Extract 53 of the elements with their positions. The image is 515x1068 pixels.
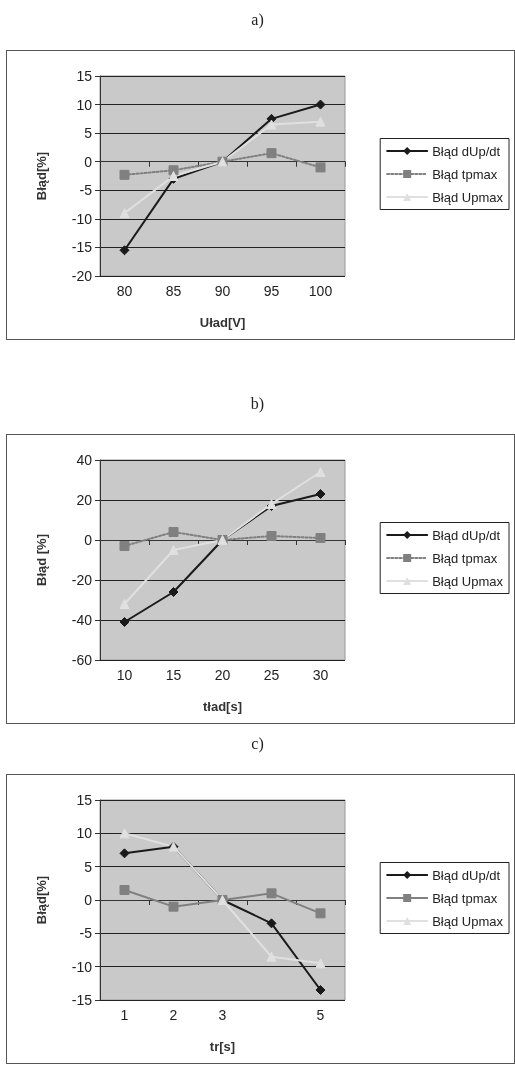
chart-title: a) [251,10,264,29]
y-tick-label: 40 [76,452,93,468]
legend-label: Błąd Upmax [432,913,504,929]
y-tick-label: 20 [76,492,93,508]
y-axis-title: Błąd[%] [34,875,49,925]
x-tick-label: 30 [312,667,329,683]
x-tick-label: 95 [263,283,280,299]
y-tick-label: -5 [79,925,93,942]
y-tick-label: 5 [84,125,93,142]
x-tick-label: 10 [116,667,133,683]
x-tick-label: 15 [165,667,182,683]
y-tick-label: -15 [71,992,93,1008]
x-tick-label: 5 [316,1007,325,1023]
x-tick-label: 80 [116,283,133,299]
x-tick-label: 100 [308,283,333,299]
y-tick-label: 10 [76,825,93,842]
y-tick-label: -40 [71,612,93,628]
x-tick-label: 90 [214,283,231,299]
legend-label: Błąd dUp/dt [432,867,501,883]
legend-label: Błąd Upmax [432,189,504,205]
y-tick-label: -60 [71,652,93,668]
y-tick-label: 0 [84,532,93,548]
y-tick-label: -5 [79,182,93,199]
x-tick-label: 85 [165,283,182,299]
y-tick-label: 15 [76,68,93,84]
legend-label: Błąd dUp/dt [432,143,501,159]
x-axis-title: Uład[V] [199,314,246,330]
x-tick-label: 25 [263,667,280,683]
y-tick-label: -20 [71,268,93,284]
chart-title: b) [250,394,265,413]
legend-label: Błąd dUp/dt [432,527,501,543]
y-axis-title: Błąd [%] [34,534,49,586]
y-tick-label: -20 [71,572,93,588]
x-tick-label: 20 [214,667,231,683]
y-tick-label: 15 [76,792,93,808]
legend-label: Błąd Upmax [432,573,504,589]
y-tick-label: 0 [84,153,93,170]
x-tick-label: 3 [218,1007,227,1023]
y-axis-title: Błąd[%] [34,151,49,201]
y-tick-label: -10 [71,958,93,975]
legend-label: Błąd tpmax [432,550,498,566]
x-axis-title: tr[s] [209,1038,236,1054]
y-tick-label: 0 [84,892,93,908]
legend-label: Błąd tpmax [432,166,498,182]
y-tick-label: -10 [71,210,93,227]
chart-title: c) [251,734,264,753]
y-tick-label: 5 [84,858,93,875]
x-tick-label: 2 [169,1007,178,1023]
x-tick-label: 1 [120,1007,129,1023]
y-tick-label: -15 [71,239,93,256]
x-axis-title: tład[s] [203,698,242,714]
y-tick-label: 10 [76,96,93,113]
legend-label: Błąd tpmax [432,890,498,906]
